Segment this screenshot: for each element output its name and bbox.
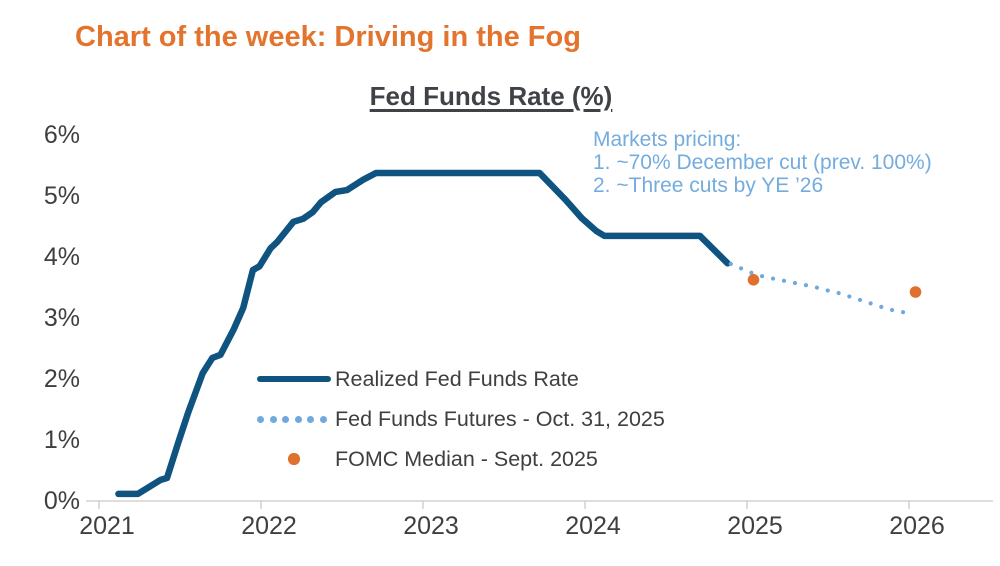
x-tick-label: 2025 (727, 512, 783, 540)
x-tick-label: 2022 (241, 512, 297, 540)
fomc-median-dot (747, 274, 760, 286)
x-tick-label: 2026 (889, 512, 945, 540)
legend: Realized Fed Funds Rate Fed Funds Future… (257, 359, 665, 479)
y-tick-label: 0% (44, 487, 80, 515)
markets-pricing-annotation: Markets pricing: 1. ~70% December cut (p… (593, 128, 932, 197)
legend-row-realized: Realized Fed Funds Rate (257, 359, 665, 399)
legend-row-fomc: FOMC Median - Sept. 2025 (257, 439, 665, 479)
x-tick-label: 2021 (79, 512, 135, 540)
dotted-line-icon (257, 415, 327, 423)
solid-line-icon (257, 375, 331, 383)
realized-line-swatch (257, 375, 335, 383)
realized-fed-funds-line (115, 169, 731, 498)
y-tick-label: 6% (44, 121, 80, 149)
annotation-item-1: 1. ~70% December cut (prev. 100%) (593, 151, 932, 174)
y-tick-label: 3% (44, 304, 80, 332)
futures-line-swatch (257, 415, 335, 423)
x-tick-label: 2024 (565, 512, 621, 540)
legend-row-futures: Fed Funds Futures - Oct. 31, 2025 (257, 399, 665, 439)
y-tick-label: 4% (44, 243, 80, 271)
annotation-item-2: 2. ~Three cuts by YE ’26 (593, 174, 824, 197)
fomc-median-dot (909, 286, 922, 298)
y-tick-label: 5% (44, 182, 80, 210)
legend-label-futures: Fed Funds Futures - Oct. 31, 2025 (335, 406, 665, 431)
x-tick-label: 2023 (403, 512, 459, 540)
page-title: Chart of the week: Driving in the Fog (75, 21, 581, 53)
y-tick-label: 2% (44, 365, 80, 393)
y-tick-label: 1% (44, 426, 80, 454)
dot-icon (288, 453, 300, 465)
legend-label-fomc: FOMC Median - Sept. 2025 (335, 446, 598, 471)
annotation-title: Markets pricing: (593, 128, 742, 151)
legend-label-realized: Realized Fed Funds Rate (335, 366, 579, 391)
fomc-dot-swatch (257, 453, 335, 465)
chart-title: Fed Funds Rate (%) (369, 81, 613, 111)
fed-funds-futures-dotted-line (728, 261, 910, 315)
